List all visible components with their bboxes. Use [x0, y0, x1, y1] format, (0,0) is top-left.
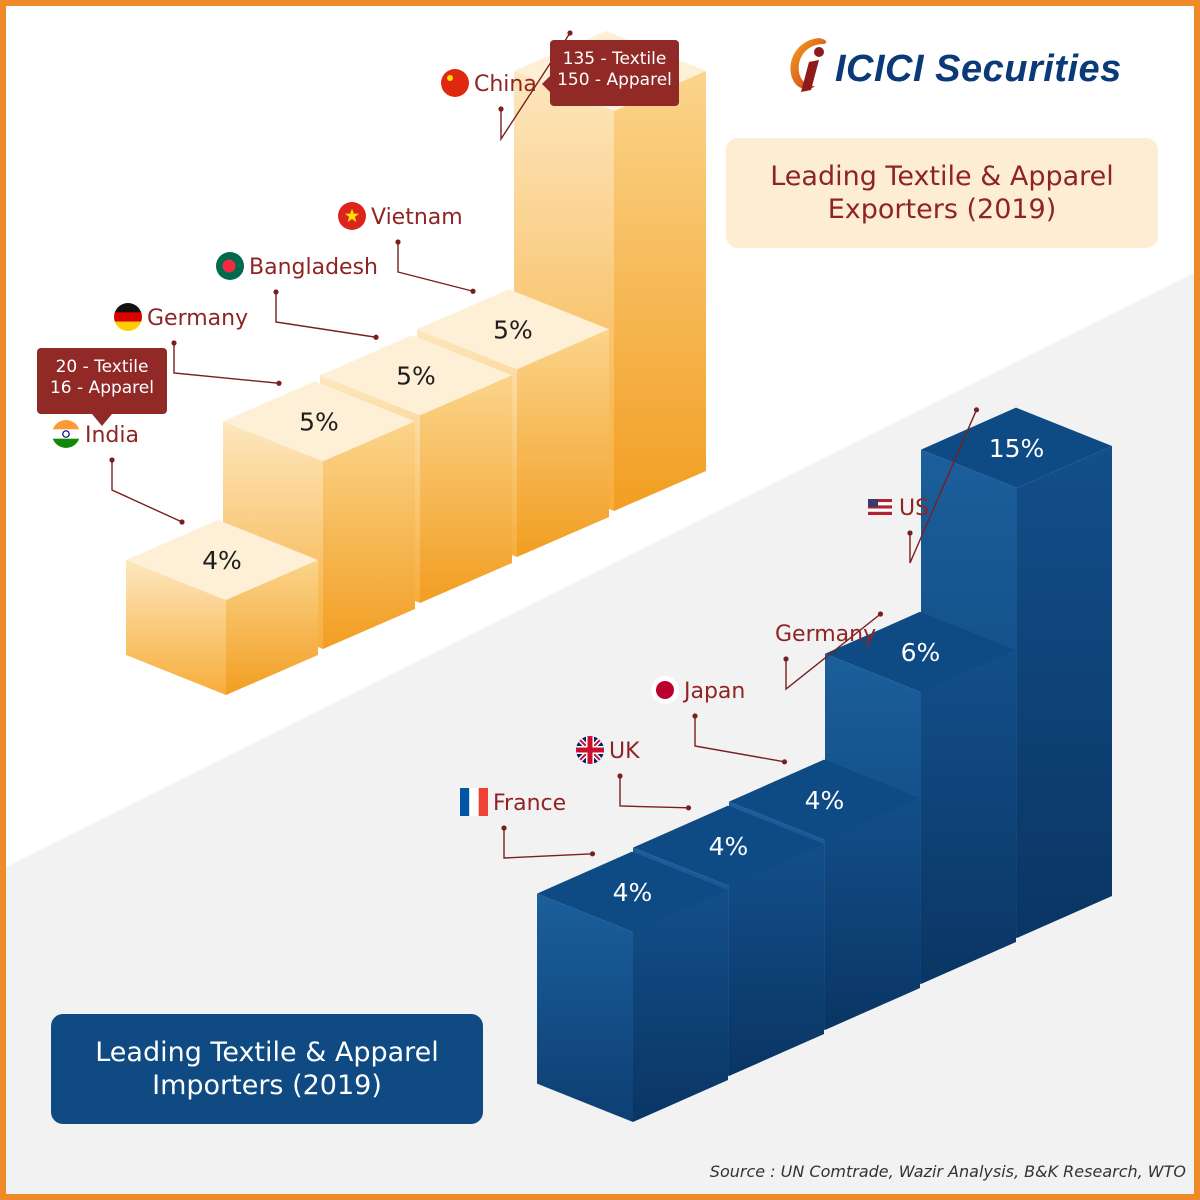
- country-label: India: [85, 423, 139, 448]
- uk-flag-icon: [576, 736, 604, 764]
- leader-line: [501, 825, 596, 859]
- exporters-title: Leading Textile & Apparel Exporters (201…: [726, 138, 1158, 248]
- importers-title: Leading Textile & Apparel Importers (201…: [51, 1014, 483, 1124]
- country-label: UK: [609, 739, 640, 764]
- leader-line: [783, 611, 884, 691]
- leader-line: [273, 289, 379, 340]
- country-label: China: [474, 72, 537, 97]
- france-flag-icon: [460, 788, 488, 816]
- exp-value-label: 5%: [396, 361, 436, 390]
- bangladesh-flag-icon: [216, 252, 244, 280]
- leader-line: [498, 30, 573, 142]
- leader-line: [907, 407, 980, 564]
- imp-bar-france: [537, 851, 728, 1122]
- callout-text: 16 - Apparel: [50, 378, 154, 398]
- exp-value-label: 5%: [299, 407, 339, 436]
- logo-mark-icon: [790, 38, 827, 92]
- country-label: France: [493, 791, 566, 816]
- germany-flag-icon: [114, 303, 142, 331]
- leader-line: [617, 773, 692, 811]
- exp-value-label: 5%: [493, 315, 533, 344]
- imp-value-label: 4%: [805, 786, 845, 815]
- china-flag-icon: [441, 69, 469, 97]
- callout-text: 150 - Apparel: [557, 70, 672, 90]
- country-label: Vietnam: [371, 205, 463, 230]
- callout-text: 20 - Textile: [56, 357, 149, 377]
- country-label: Germany: [147, 306, 248, 331]
- exp-bar-india: [126, 520, 318, 695]
- imp-value-label: 15%: [989, 434, 1045, 463]
- imp-value-label: 4%: [709, 832, 749, 861]
- leader-line: [692, 713, 788, 765]
- leader-line: [395, 239, 476, 294]
- japan-flag-icon: [651, 676, 679, 704]
- icici-logo: ICICI Securities: [785, 34, 1165, 104]
- country-label: Germany: [775, 622, 876, 647]
- source-note: Source : UN Comtrade, Wazir Analysis, B&…: [709, 1162, 1186, 1181]
- imp-value-label: 6%: [901, 638, 941, 667]
- country-label: Bangladesh: [249, 255, 378, 280]
- india-flag-icon: [52, 420, 80, 448]
- germany-flag-icon: [742, 619, 770, 648]
- vietnam-flag-icon: [338, 202, 366, 230]
- country-label: US: [899, 496, 929, 521]
- us-flag-icon: [868, 499, 892, 515]
- leader-line: [109, 457, 185, 525]
- callout-text: 135 - Textile: [563, 49, 667, 69]
- imp-value-label: 4%: [613, 878, 653, 907]
- leader-line: [171, 340, 282, 386]
- brand-name: ICICI Securities: [835, 48, 1122, 90]
- country-label: Japan: [682, 679, 745, 704]
- exp-value-label: 4%: [202, 546, 242, 575]
